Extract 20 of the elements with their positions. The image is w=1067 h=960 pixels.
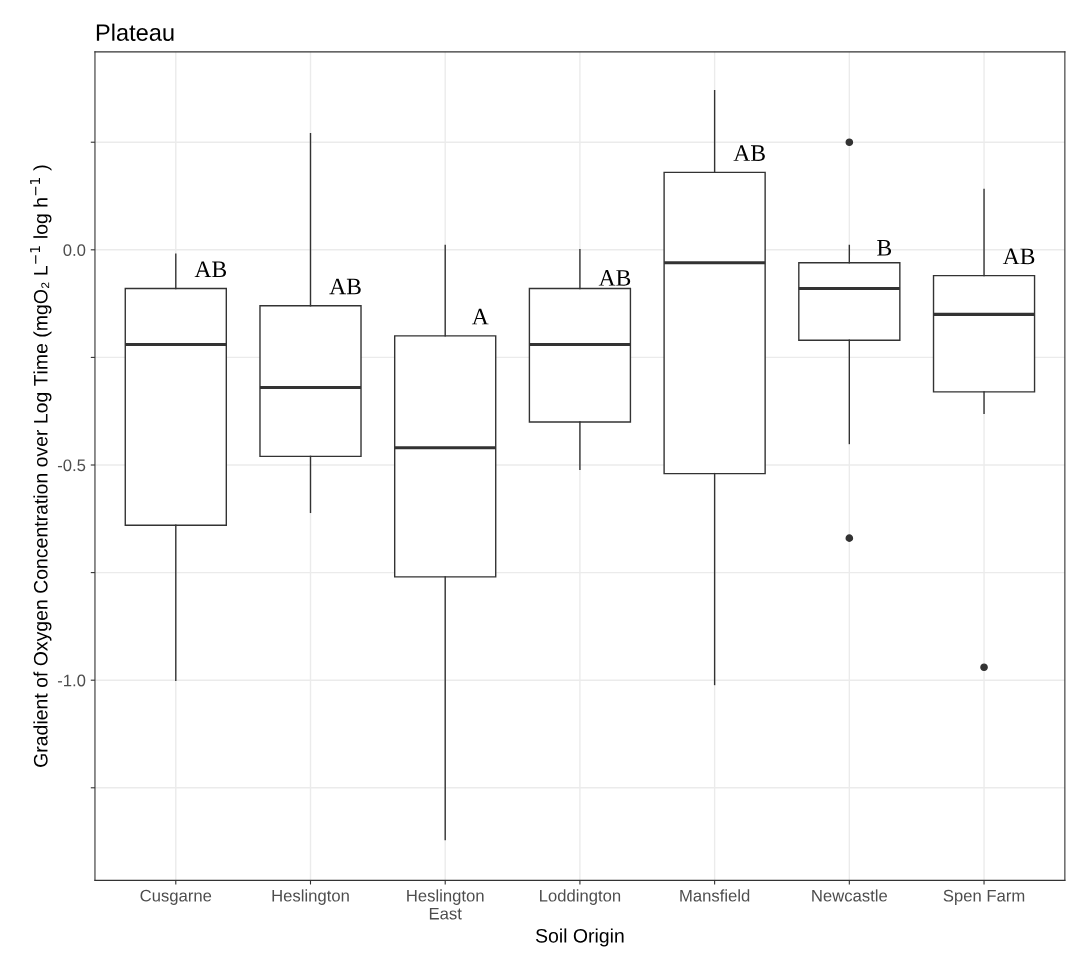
- y-axis-title: Gradient of Oxygen Concentration over Log Time (mgO₂ L$^{−1}$ log h$^{−1}$ ): [30, 165, 52, 767]
- annotation: AB: [598, 270, 631, 286]
- annotation: AB: [733, 145, 765, 161]
- y-tick-label: 0.0: [63, 244, 86, 257]
- annotation: A: [471, 308, 489, 325]
- x-tick-label: Newcastle: [812, 889, 888, 902]
- annotation: AB: [329, 278, 361, 295]
- y-tick-label: -1.0: [57, 674, 86, 687]
- x-tick-label: Spen Farm: [943, 889, 1025, 905]
- x-axis-title: Soil Origin: [535, 928, 624, 947]
- x-tick-label: Loddington: [540, 889, 621, 905]
- annotation: AB: [194, 261, 227, 278]
- y-tick-label: -0.5: [57, 459, 86, 472]
- annotation: AB: [1002, 248, 1035, 265]
- x-tick-label: Heslington: [272, 889, 349, 905]
- x-tick-label: Heslington East: [407, 889, 484, 920]
- x-tick-label: Cusgarne: [140, 889, 212, 905]
- annotation: B: [877, 240, 892, 256]
- chart-title: Plateau: [96, 23, 174, 41]
- x-tick-label: Mansfield: [680, 889, 750, 902]
